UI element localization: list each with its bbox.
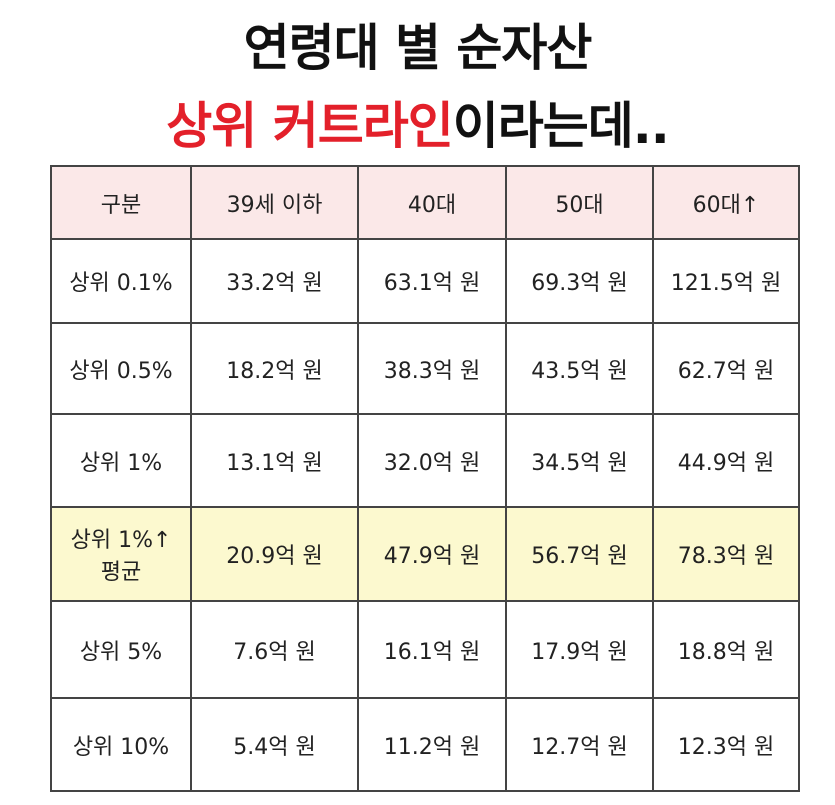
title-rest: 이라는데.. bbox=[452, 97, 670, 155]
title-highlight: 상위 커트라인 bbox=[166, 97, 453, 155]
cell: 32.0억 원 bbox=[357, 413, 507, 508]
row-label: 상위 1% bbox=[50, 413, 192, 508]
cell: 43.5억 원 bbox=[505, 322, 654, 415]
column-header: 구분 bbox=[50, 165, 192, 240]
title-line-2: 상위 커트라인이라는데.. bbox=[0, 86, 835, 158]
net-asset-table: 구분 39세 이하 40대 50대 60대↑ 상위 0.1% 33.2억 원 63.1억 원… bbox=[50, 165, 800, 792]
cell: 56.7억 원 bbox=[505, 506, 654, 602]
cell: 20.9억 원 bbox=[190, 506, 359, 602]
cell: 63.1억 원 bbox=[357, 238, 507, 324]
column-header: 50대 bbox=[505, 165, 654, 240]
column-header: 39세 이하 bbox=[190, 165, 359, 240]
cell: 34.5억 원 bbox=[505, 413, 654, 508]
cell: 12.3억 원 bbox=[652, 697, 800, 792]
cell: 121.5억 원 bbox=[652, 238, 800, 324]
cell: 78.3억 원 bbox=[652, 506, 800, 602]
cell: 5.4억 원 bbox=[190, 697, 359, 792]
row-label: 상위 0.1% bbox=[50, 238, 192, 324]
table-row: 상위 1%↑ 평균 20.9억 원 47.9억 원 56.7억 원 78.3억 원 bbox=[50, 506, 800, 602]
table-row: 상위 0.5% 18.2억 원 38.3억 원 43.5억 원 62.7억 원 bbox=[50, 322, 800, 415]
row-label: 상위 10% bbox=[50, 697, 192, 792]
row-label: 상위 1%↑ 평균 bbox=[50, 506, 192, 602]
table-row: 상위 1% 13.1억 원 32.0억 원 34.5억 원 44.9억 원 bbox=[50, 413, 800, 508]
row-label: 상위 0.5% bbox=[50, 322, 192, 415]
table-body: 상위 0.1% 33.2억 원 63.1억 원 69.3억 원 121.5억 원 상위 0… bbox=[50, 238, 800, 792]
table-row: 상위 0.1% 33.2억 원 63.1억 원 69.3억 원 121.5억 원 bbox=[50, 238, 800, 324]
cell: 47.9억 원 bbox=[357, 506, 507, 602]
table-row: 상위 5% 7.6억 원 16.1억 원 17.9억 원 18.8억 원 bbox=[50, 600, 800, 699]
cell: 38.3억 원 bbox=[357, 322, 507, 415]
cell: 18.2억 원 bbox=[190, 322, 359, 415]
row-label: 상위 5% bbox=[50, 600, 192, 699]
cell: 13.1억 원 bbox=[190, 413, 359, 508]
cell: 16.1억 원 bbox=[357, 600, 507, 699]
header-row: 구분 39세 이하 40대 50대 60대↑ bbox=[50, 165, 800, 240]
cell: 33.2억 원 bbox=[190, 238, 359, 324]
cell: 62.7억 원 bbox=[652, 322, 800, 415]
cell: 7.6억 원 bbox=[190, 600, 359, 699]
column-header: 60대↑ bbox=[652, 165, 800, 240]
column-header: 40대 bbox=[357, 165, 507, 240]
title-line-1: 연령대 별 순자산 bbox=[243, 19, 593, 77]
cell: 69.3억 원 bbox=[505, 238, 654, 324]
cell: 17.9억 원 bbox=[505, 600, 654, 699]
table-row: 상위 10% 5.4억 원 11.2억 원 12.7억 원 12.3억 원 bbox=[50, 697, 800, 792]
cell: 44.9억 원 bbox=[652, 413, 800, 508]
cell: 12.7억 원 bbox=[505, 697, 654, 792]
cell: 18.8억 원 bbox=[652, 600, 800, 699]
cell: 11.2억 원 bbox=[357, 697, 507, 792]
